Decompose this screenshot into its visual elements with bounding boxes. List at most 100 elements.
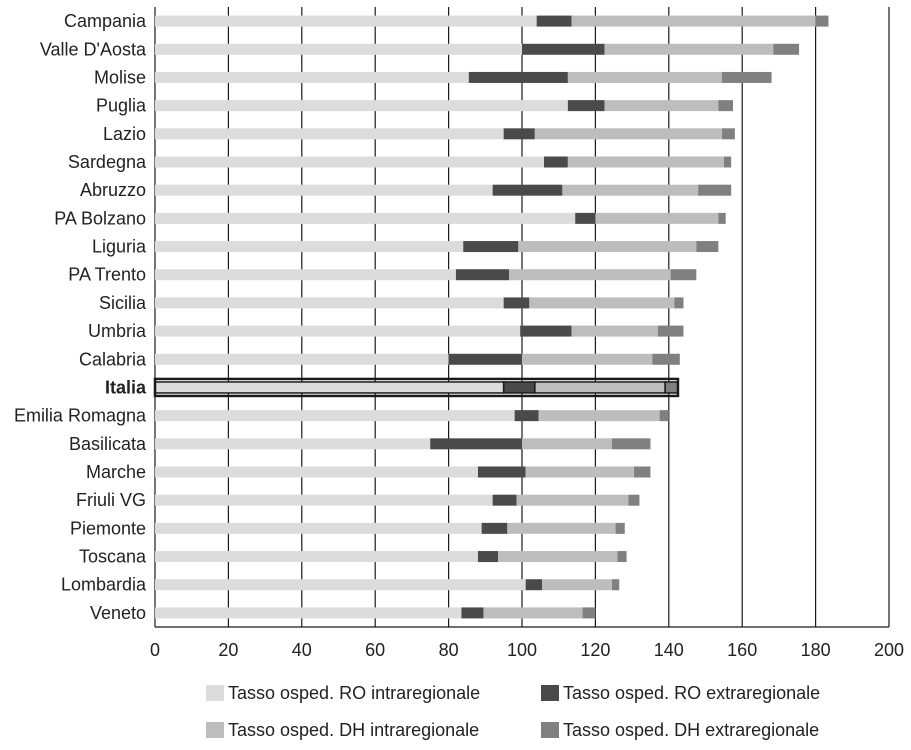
category-label: Lombardia xyxy=(61,575,147,595)
bar-segment xyxy=(567,156,724,168)
bar-segment xyxy=(155,128,504,140)
legend-swatch xyxy=(541,722,559,738)
category-label: Italia xyxy=(105,377,147,397)
legend-label: Tasso osped. DH intraregionale xyxy=(228,720,479,740)
bar-segment xyxy=(674,297,684,309)
legend-swatch xyxy=(541,685,559,701)
bar-segment xyxy=(617,551,627,563)
bar-segment xyxy=(155,269,456,281)
bar-segment xyxy=(664,381,679,394)
bars xyxy=(153,15,829,619)
bar-segment xyxy=(483,607,583,619)
category-label: Friuli VG xyxy=(76,490,146,510)
bar-segment xyxy=(461,607,484,619)
bar-segment xyxy=(567,71,723,83)
bar-segment xyxy=(498,551,618,563)
bar-segment xyxy=(696,241,719,253)
x-tick-label: 60 xyxy=(365,640,385,660)
x-tick-label: 100 xyxy=(507,640,537,660)
bar-segment xyxy=(463,241,519,253)
bar-segment xyxy=(773,43,800,55)
bar-segment xyxy=(155,325,521,337)
bar-segment xyxy=(430,438,522,450)
legend-swatch xyxy=(206,722,224,738)
category-label: Molise xyxy=(94,67,146,87)
bar-segment xyxy=(571,15,816,27)
bar-segment xyxy=(468,71,568,83)
legend-label: Tasso osped. RO intraregionale xyxy=(228,683,480,703)
x-tick-label: 180 xyxy=(801,640,831,660)
bar-segment xyxy=(155,241,464,253)
x-axis: 0 20 40 60 80 100 120 140 160 180 200 xyxy=(150,626,904,660)
x-tick-label: 40 xyxy=(292,640,312,660)
bar-segment xyxy=(652,353,680,365)
bar-segment xyxy=(514,410,539,422)
bar-segment xyxy=(595,212,719,224)
x-tick-label: 160 xyxy=(727,640,757,660)
bar-segment xyxy=(154,381,505,394)
x-tick-label: 20 xyxy=(218,640,238,660)
category-label: Liguria xyxy=(92,237,147,257)
bar-segment xyxy=(155,15,537,27)
bar-segment xyxy=(155,43,522,55)
bar-segment xyxy=(604,100,719,112)
bar-segment xyxy=(155,184,493,196)
bar-segment xyxy=(516,494,629,506)
bar-segment xyxy=(611,438,651,450)
bar-segment xyxy=(538,410,660,422)
legend-label: Tasso osped. DH extraregionale xyxy=(563,720,819,740)
bar-segment xyxy=(529,297,675,309)
bar-segment xyxy=(723,156,732,168)
grid-lines xyxy=(154,7,890,627)
category-label: Campania xyxy=(64,11,147,31)
bar-segment xyxy=(502,381,536,394)
bar-segment xyxy=(509,269,671,281)
bar-segment xyxy=(155,494,493,506)
category-label: PA Bolzano xyxy=(54,208,146,228)
category-label: Marche xyxy=(86,462,146,482)
bar-segment xyxy=(522,43,605,55)
bar-segment xyxy=(518,241,697,253)
bar-segment xyxy=(542,579,612,591)
bar-segment xyxy=(722,71,772,83)
bar-segment xyxy=(534,381,666,394)
bar-segment xyxy=(507,522,616,534)
bar-segment xyxy=(155,212,576,224)
bar-segment xyxy=(562,184,699,196)
highlight-frame xyxy=(153,377,680,398)
bar-segment xyxy=(525,466,634,478)
category-label: Piemonte xyxy=(70,518,146,538)
legend-label: Tasso osped. RO extraregionale xyxy=(563,683,820,703)
category-label: Veneto xyxy=(90,603,146,623)
x-tick-label: 140 xyxy=(654,640,684,660)
category-label: Umbria xyxy=(88,321,147,341)
bar-segment xyxy=(155,607,462,619)
x-tick-label: 0 xyxy=(150,640,160,660)
bar-segment xyxy=(659,410,669,422)
bar-segment xyxy=(455,269,510,281)
legend-swatch xyxy=(206,685,224,701)
bar-segment xyxy=(670,269,697,281)
bar-segment xyxy=(698,184,732,196)
category-label: Toscana xyxy=(79,547,147,567)
category-label: Basilicata xyxy=(69,434,147,454)
bar-segment xyxy=(481,522,508,534)
bar-segment xyxy=(633,466,651,478)
bar-segment xyxy=(155,551,478,563)
bar-segment xyxy=(155,100,568,112)
bar-segment xyxy=(477,466,526,478)
bar-segment xyxy=(477,551,499,563)
bar-segment xyxy=(155,297,504,309)
bar-segment xyxy=(815,15,829,27)
x-tick-label: 200 xyxy=(874,640,904,660)
bar-segment xyxy=(722,128,735,140)
category-label: Valle D'Aosta xyxy=(40,39,147,59)
bar-segment xyxy=(155,156,545,168)
bar-segment xyxy=(503,297,530,309)
category-label: Abruzzo xyxy=(80,180,146,200)
bar-segment xyxy=(604,43,774,55)
category-label: PA Trento xyxy=(68,265,146,285)
legend: Tasso osped. RO intraregionale Tasso ospe… xyxy=(206,683,820,740)
bar-segment xyxy=(448,353,522,365)
